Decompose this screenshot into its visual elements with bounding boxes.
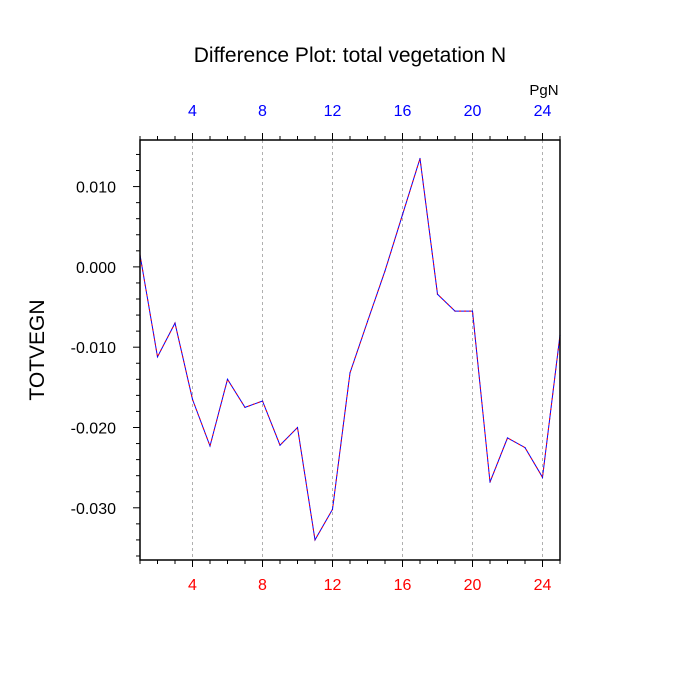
- data-point-10: [296, 426, 299, 429]
- data-point-15: [384, 270, 386, 272]
- data-point-18: [436, 293, 439, 295]
- data-point-12: [331, 508, 334, 511]
- x-tick-label-bottom-8: 8: [258, 577, 267, 594]
- data-point-14: [366, 320, 369, 323]
- y-tick-label-2: -0.010: [71, 340, 116, 357]
- x-tick-label-top-12: 12: [324, 103, 342, 120]
- data-point-8: [261, 400, 264, 402]
- data-point-6: [226, 378, 229, 380]
- data-point-9: [279, 444, 281, 446]
- data-point-13: [349, 372, 351, 374]
- data-point-21: [489, 481, 491, 483]
- data-point-2: [156, 356, 159, 358]
- x-tick-label-top-8: 8: [258, 103, 267, 120]
- data-point-22: [506, 437, 509, 439]
- y-tick-label-0: 0.010: [76, 180, 116, 197]
- data-point-4: [191, 398, 194, 400]
- x-tick-label-top-16: 16: [394, 103, 412, 120]
- x-tick-label-top-4: 4: [188, 103, 197, 120]
- data-point-17: [419, 157, 421, 160]
- grid-lines: [192, 140, 543, 560]
- y-tick-label-1: 0.000: [76, 260, 116, 277]
- x-tick-label-bottom-24: 24: [534, 577, 552, 594]
- data-point-23: [524, 446, 526, 449]
- data-point-19: [454, 310, 456, 312]
- x-tick-label-bottom-16: 16: [394, 577, 412, 594]
- y-tick-label-3: -0.020: [71, 420, 116, 437]
- data-point-7: [244, 406, 246, 409]
- plot-frame: [139, 139, 561, 561]
- data-point-24: [541, 476, 544, 478]
- units-label: PgN: [529, 82, 558, 99]
- data-point-3: [174, 322, 176, 324]
- x-tick-label-top-20: 20: [464, 103, 482, 120]
- data-point-16: [401, 214, 404, 216]
- y-axis-label: TOTVEGN: [26, 299, 49, 400]
- data-point-20: [471, 310, 474, 312]
- x-tick-label-top-24: 24: [534, 103, 552, 120]
- chart-title: Difference Plot: total vegetation N: [194, 44, 506, 67]
- x-tick-label-bottom-12: 12: [324, 577, 342, 594]
- data-point-5: [209, 445, 211, 447]
- x-tick-label-bottom-4: 4: [188, 577, 197, 594]
- data-point-11: [314, 539, 316, 541]
- tick-labels: 4 4 8 8 12 12 16 16 20 20 24 24 0.010 0.000 -0.010 -0.0…: [71, 103, 552, 594]
- series-layer: [139, 157, 561, 542]
- y-tick-label-4: -0.030: [71, 501, 116, 518]
- x-tick-label-bottom-20: 20: [464, 577, 482, 594]
